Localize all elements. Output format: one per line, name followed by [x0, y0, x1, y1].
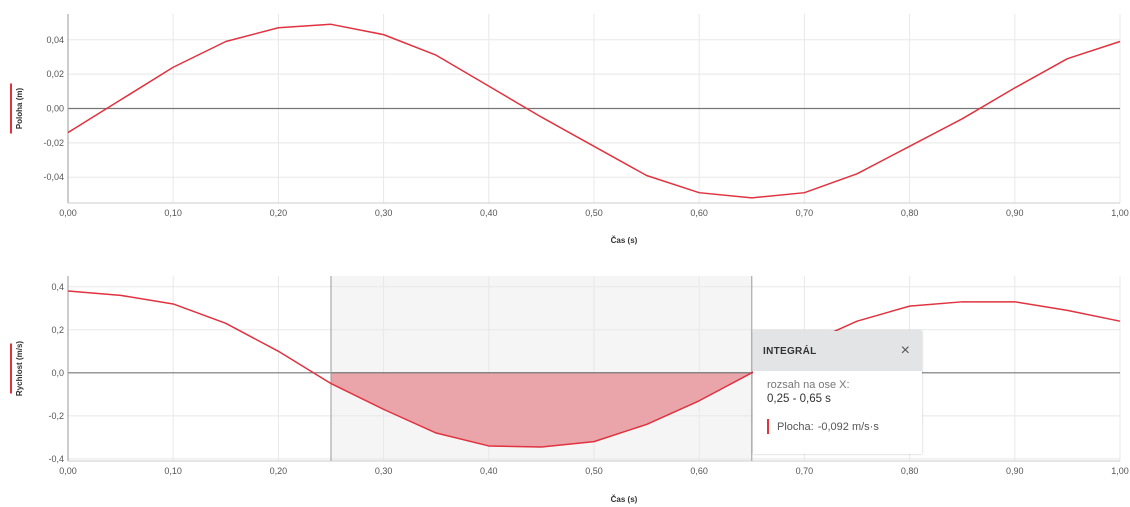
x-tick-label: 0,50	[585, 208, 603, 218]
x-axis-title: Čas (s)	[611, 236, 638, 245]
x-tick-label: 0,20	[270, 208, 288, 218]
x-tick-label: 0,90	[1006, 466, 1024, 476]
area-label: Plocha:	[777, 420, 814, 433]
x-tick-label: 0,60	[690, 208, 708, 218]
y-axis-title: Poloha (m)	[15, 88, 24, 130]
y-tick-label: 0,00	[46, 104, 64, 114]
y-tick-label: 0,0	[51, 368, 64, 378]
tooltip-title: INTEGRÁL	[763, 345, 817, 357]
x-tick-label: 0,90	[1006, 208, 1024, 218]
x-tick-label: 0,30	[375, 466, 393, 476]
range-label: rozsah na ose X:	[767, 379, 850, 391]
y-tick-label: 0,2	[51, 325, 64, 335]
y-axis-title: Rychlost (m/s)	[15, 341, 24, 396]
integral-area	[331, 372, 752, 448]
x-tick-label: 0,80	[901, 466, 919, 476]
x-tick-label: 0,70	[796, 208, 814, 218]
x-tick-label: 0,60	[690, 466, 708, 476]
chart-2: 0,00 0,10 0,20 0,30 0,40 0,50 0,60 0,70 0,80 0,90…	[10, 276, 1129, 504]
x-tick-label: 0,10	[164, 208, 182, 218]
y-tick-label: 0,04	[46, 35, 64, 45]
area-series-marker	[767, 419, 769, 434]
tooltip-body: rozsah na ose X: 0,25 - 0,65 s Plocha: -…	[753, 371, 922, 442]
y-tick-label: -0,02	[43, 138, 64, 148]
y-tick-label: 0,02	[46, 69, 64, 79]
x-tick-label: 0,10	[164, 466, 182, 476]
x-tick-label: 0,70	[796, 466, 814, 476]
x-tick-label: 0,00	[59, 208, 77, 218]
y-tick-label: 0,4	[51, 282, 64, 292]
series-line	[67, 23, 1121, 199]
x-tick-label: 0,80	[901, 208, 919, 218]
x-tick-label: 1,00	[1111, 208, 1129, 218]
y-tick-label: -0,4	[48, 454, 64, 464]
area-value: -0,092 m/s·s	[817, 420, 879, 433]
integral-tooltip: INTEGRÁL × rozsah na ose X: 0,25 - 0,65 …	[753, 331, 922, 454]
x-tick-label: 0,30	[375, 208, 393, 218]
y-tick-label: -0,2	[48, 411, 64, 421]
x-tick-label: 0,20	[270, 466, 288, 476]
tooltip-header: INTEGRÁL ×	[753, 331, 922, 371]
x-axis-title: Čas (s)	[611, 495, 638, 504]
x-tick-label: 0,00	[59, 466, 77, 476]
range-value: 0,25 - 0,65 s	[767, 393, 831, 405]
series-line	[67, 290, 1121, 448]
chart-1: 0,00 0,10 0,20 0,30 0,40 0,50 0,60 0,70 0,80 0,90…	[10, 14, 1129, 245]
x-tick-label: 0,40	[480, 208, 498, 218]
close-icon[interactable]: ×	[900, 342, 910, 359]
area-row: Plocha: -0,092 m/s·s	[767, 419, 908, 434]
x-tick-label: 0,50	[585, 466, 603, 476]
x-tick-label: 1,00	[1111, 466, 1129, 476]
y-tick-label: -0,04	[43, 172, 64, 182]
x-tick-label: 0,40	[480, 466, 498, 476]
